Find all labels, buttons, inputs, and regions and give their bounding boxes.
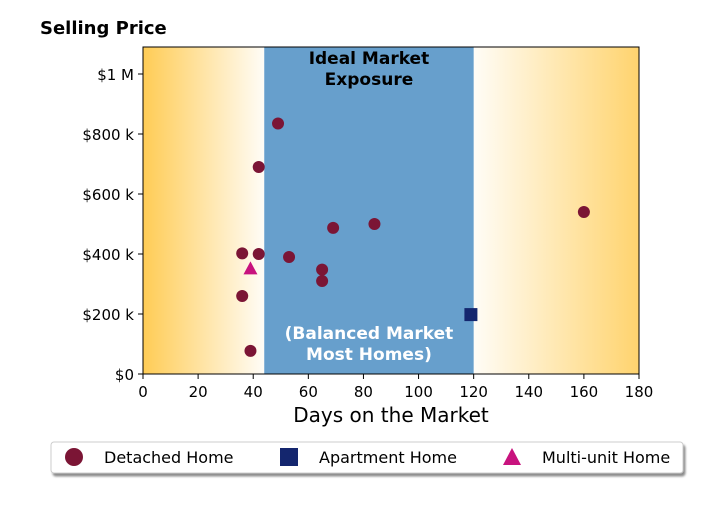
x-tick-label: 120: [459, 383, 488, 401]
detached-home-point: [283, 251, 296, 263]
band-right-gradient: [473, 47, 639, 374]
x-tick-label: 140: [514, 383, 543, 401]
x-tick-label: 180: [625, 383, 654, 401]
annotation-bottom-line-2: Most Homes): [306, 345, 432, 365]
detached-home-point: [244, 344, 257, 357]
detached-home-point: [272, 117, 285, 130]
x-tick-label: 40: [244, 383, 263, 401]
legend-marker-detached-home: [65, 448, 83, 466]
data-points: [236, 117, 590, 357]
y-tick-label: $800 k: [82, 126, 134, 144]
detached-home-point: [577, 206, 590, 218]
y-tick-label: $0: [115, 366, 134, 384]
detached-home-point: [236, 247, 249, 260]
y-tick-label: $200 k: [82, 306, 134, 324]
annotation-top-line-1: Ideal Market: [309, 49, 430, 69]
band-left-gradient: [143, 47, 265, 374]
y-tick-label: $600 k: [82, 186, 134, 204]
y-tick-label: $400 k: [82, 246, 134, 264]
detached-home-point: [316, 275, 329, 287]
legend-marker-apartment-home: [280, 448, 298, 466]
x-tick-label: 0: [138, 383, 148, 401]
x-tick-label: 100: [404, 383, 433, 401]
y-axis-title: Selling Price: [40, 18, 167, 39]
x-axis-title: Days on the Market: [293, 403, 489, 427]
annotation-bottom-line-1: (Balanced Market: [285, 324, 454, 344]
detached-home-point: [316, 263, 329, 276]
y-tick-label: $1 M: [97, 66, 134, 84]
multi-unit-home-point: [243, 261, 258, 275]
legend-label-multi-unit-home: Multi-unit Home: [542, 448, 670, 467]
annotation-top-line-2: Exposure: [325, 70, 414, 90]
x-axis: 0 20 40 60 80 100 120 140 160 180: [138, 374, 653, 401]
detached-home-point: [368, 218, 381, 230]
detached-home-point: [327, 221, 340, 234]
legend-item-detached-home: Detached Home: [65, 448, 234, 467]
x-tick-label: 80: [354, 383, 373, 401]
legend-marker-multi-unit-home: [503, 448, 521, 465]
x-tick-label: 60: [299, 383, 318, 401]
detached-home-point: [252, 248, 265, 260]
y-axis: $0 $200 k $400 k $600 k $800 k $1 M: [82, 66, 143, 384]
x-tick-label: 160: [570, 383, 599, 401]
legend-label-detached-home: Detached Home: [104, 448, 234, 467]
x-tick-label: 20: [189, 383, 208, 401]
detached-home-point: [236, 290, 249, 302]
legend: Detached Home Apartment Home Multi-unit Ho…: [50, 441, 684, 474]
detached-home-point: [252, 161, 265, 173]
band-ideal-band: [264, 47, 474, 374]
legend-item-apartment-home: Apartment Home: [280, 448, 457, 467]
plot-background: [143, 47, 639, 374]
legend-item-multi-unit-home: Multi-unit Home: [503, 448, 670, 467]
legend-box: [50, 441, 684, 474]
apartment-home-point: [464, 308, 478, 322]
plot-frame: [142, 46, 640, 375]
legend-label-apartment-home: Apartment Home: [319, 448, 457, 467]
